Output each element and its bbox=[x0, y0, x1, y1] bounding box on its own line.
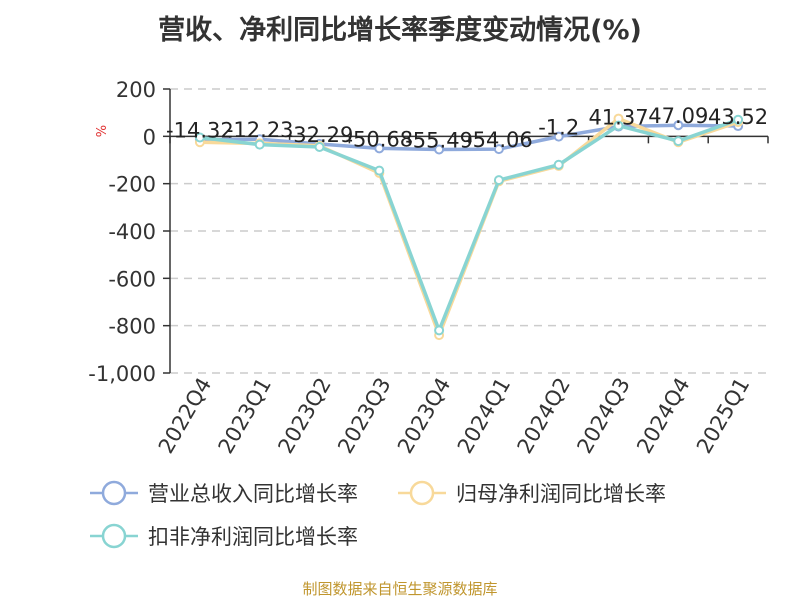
y-tick-label: -600 bbox=[108, 267, 156, 291]
x-tick-label: 2024Q2 bbox=[513, 374, 575, 458]
data-point bbox=[314, 141, 325, 152]
data-point bbox=[673, 120, 684, 131]
x-tick-label: 2023Q1 bbox=[214, 374, 276, 458]
data-label: -14.32 bbox=[166, 119, 234, 143]
data-point bbox=[254, 139, 265, 150]
data-label: -12.23 bbox=[226, 118, 294, 142]
x-tick-label: 2023Q3 bbox=[333, 374, 395, 458]
data-point bbox=[673, 136, 684, 147]
data-point bbox=[434, 144, 445, 155]
x-tick-label: 2024Q4 bbox=[632, 374, 694, 458]
series-line bbox=[199, 118, 739, 333]
data-label: 43.52 bbox=[708, 105, 768, 129]
y-tick-label: -200 bbox=[108, 173, 156, 197]
y-tick-label: -1,000 bbox=[88, 362, 156, 386]
data-label: -54.06 bbox=[465, 128, 533, 152]
legend-marker bbox=[409, 480, 435, 506]
y-tick-label: -800 bbox=[108, 315, 156, 339]
data-label: 47.09 bbox=[648, 104, 708, 128]
y-tick-label: 0 bbox=[143, 125, 156, 149]
x-tick-label: 2022Q4 bbox=[154, 374, 216, 458]
legend-label: 归母净利润同比增长率 bbox=[456, 482, 666, 506]
series-line bbox=[199, 123, 739, 152]
legend-marker bbox=[101, 480, 127, 506]
data-point bbox=[493, 175, 504, 186]
data-label: -55.49 bbox=[405, 128, 473, 152]
source-note: 制图数据来自恒生聚源数据库 bbox=[302, 580, 498, 598]
legend-marker bbox=[101, 523, 127, 549]
data-point bbox=[493, 144, 504, 155]
y-tick-label: -400 bbox=[108, 220, 156, 244]
x-tick-label: 2024Q1 bbox=[453, 374, 515, 458]
chart-title: 营收、净利同比增长率季度变动情况(%) bbox=[158, 15, 642, 46]
legend-label: 扣非净利润同比增长率 bbox=[148, 525, 358, 549]
x-tick-label: 2023Q4 bbox=[393, 373, 455, 457]
x-tick-label: 2024Q3 bbox=[572, 374, 634, 458]
data-point bbox=[374, 165, 385, 176]
data-label: -50.68 bbox=[345, 127, 413, 151]
y-tick-label: 200 bbox=[116, 78, 156, 102]
data-label: -32.29 bbox=[286, 123, 354, 147]
data-point bbox=[553, 159, 564, 170]
legend-label: 营业总收入同比增长率 bbox=[148, 482, 358, 506]
data-label: -1.2 bbox=[538, 116, 579, 140]
data-point bbox=[733, 114, 744, 125]
data-point bbox=[613, 120, 624, 131]
data-point bbox=[553, 131, 564, 142]
x-tick-label: 2025Q1 bbox=[692, 374, 754, 458]
data-point bbox=[434, 325, 445, 336]
y-axis-label: % bbox=[95, 125, 110, 137]
data-label: 41.37 bbox=[588, 106, 648, 130]
x-tick-label: 2023Q2 bbox=[273, 374, 335, 458]
data-point bbox=[374, 143, 385, 154]
data-point bbox=[194, 132, 205, 143]
